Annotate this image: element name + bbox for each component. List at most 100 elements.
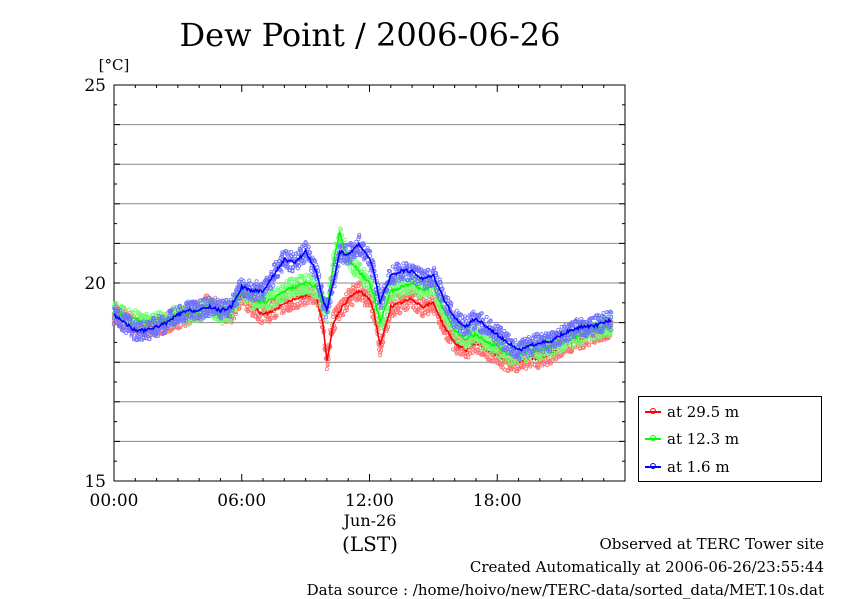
- x-date-label: Jun-26: [342, 511, 397, 530]
- data-point: [387, 269, 392, 274]
- data-point: [382, 314, 387, 319]
- data-point: [196, 313, 201, 318]
- data-point: [447, 326, 452, 331]
- data-point: [394, 295, 399, 300]
- data-point: [437, 321, 442, 326]
- data-point: [546, 353, 551, 358]
- data-point: [232, 316, 237, 321]
- legend-swatch-blue: [645, 463, 661, 469]
- data-point: [354, 283, 359, 288]
- data-point: [609, 323, 614, 328]
- data-point: [307, 291, 312, 296]
- data-point: [382, 316, 387, 321]
- data-point: [509, 367, 514, 372]
- data-point: [405, 301, 410, 306]
- data-point: [468, 341, 473, 346]
- data-point: [128, 316, 133, 321]
- data-point: [260, 292, 265, 297]
- data-point: [184, 316, 189, 321]
- x-tick-label: 18:00: [473, 491, 522, 511]
- data-point: [422, 284, 427, 289]
- data-point: [158, 310, 163, 315]
- data-point: [272, 277, 277, 282]
- data-point: [157, 327, 162, 332]
- data-point: [438, 283, 443, 288]
- data-point: [434, 288, 439, 293]
- data-point: [343, 246, 348, 251]
- data-point: [379, 309, 384, 314]
- data-point: [268, 285, 273, 290]
- data-point: [241, 278, 246, 283]
- data-point: [340, 313, 345, 318]
- data-point: [122, 305, 127, 310]
- data-point: [121, 328, 126, 333]
- data-point: [565, 332, 570, 337]
- data-point: [466, 355, 471, 360]
- data-point: [426, 312, 431, 317]
- x-tick-label: 12:00: [345, 491, 394, 511]
- data-point: [302, 277, 307, 282]
- data-point: [176, 326, 181, 331]
- data-point: [353, 259, 358, 264]
- data-point: [225, 314, 230, 319]
- data-point: [506, 356, 511, 361]
- data-point: [118, 308, 123, 313]
- data-point: [567, 337, 572, 342]
- data-point: [361, 267, 366, 272]
- data-point: [265, 306, 270, 311]
- data-point: [423, 310, 428, 315]
- data-point: [304, 272, 309, 277]
- data-point: [271, 283, 276, 288]
- data-point: [586, 331, 591, 336]
- data-point: [488, 318, 493, 323]
- data-point: [429, 290, 434, 295]
- data-point: [275, 274, 280, 279]
- data-point: [260, 319, 265, 324]
- x-ticks: 00:00 06:00 12:00 18:00: [90, 85, 626, 511]
- data-point: [594, 329, 599, 334]
- data-point: [530, 352, 535, 357]
- data-point: [600, 328, 605, 333]
- data-point: [224, 298, 229, 303]
- data-point: [556, 354, 561, 359]
- data-point: [521, 342, 526, 347]
- data-point: [427, 284, 432, 289]
- data-point: [399, 292, 404, 297]
- legend-label: at 12.3 m: [667, 430, 740, 448]
- data-point: [601, 324, 606, 329]
- data-point: [475, 321, 480, 326]
- data-point: [379, 304, 384, 309]
- series-line: [113, 241, 612, 352]
- data-point: [126, 307, 131, 312]
- data-point: [516, 367, 521, 372]
- data-point: [360, 295, 365, 300]
- data-point: [118, 323, 123, 328]
- data-point: [282, 297, 287, 302]
- data-point: [356, 249, 361, 254]
- data-point: [273, 300, 278, 305]
- data-point: [148, 333, 153, 338]
- data-point: [295, 250, 300, 255]
- data-point: [425, 271, 430, 276]
- data-point: [496, 349, 501, 354]
- data-point: [191, 312, 196, 317]
- data-point: [362, 282, 367, 287]
- data-point: [288, 308, 293, 313]
- data-point: [216, 312, 221, 317]
- data-point: [577, 337, 582, 342]
- data-point: [311, 258, 316, 263]
- data-point: [592, 340, 597, 345]
- data-point: [344, 291, 349, 296]
- data-point: [344, 307, 349, 312]
- data-point: [235, 302, 240, 307]
- chart-title: Dew Point / 2006-06-26: [180, 16, 561, 54]
- data-point: [538, 357, 543, 362]
- data-point: [279, 269, 284, 274]
- data-point: [262, 304, 267, 309]
- footer-source: Data source : /home/hoivo/new/TERC-data/…: [306, 581, 824, 599]
- data-point: [370, 275, 375, 280]
- data-point: [399, 294, 404, 299]
- data-point: [442, 306, 447, 311]
- data-point: [303, 301, 308, 306]
- data-point: [426, 267, 431, 272]
